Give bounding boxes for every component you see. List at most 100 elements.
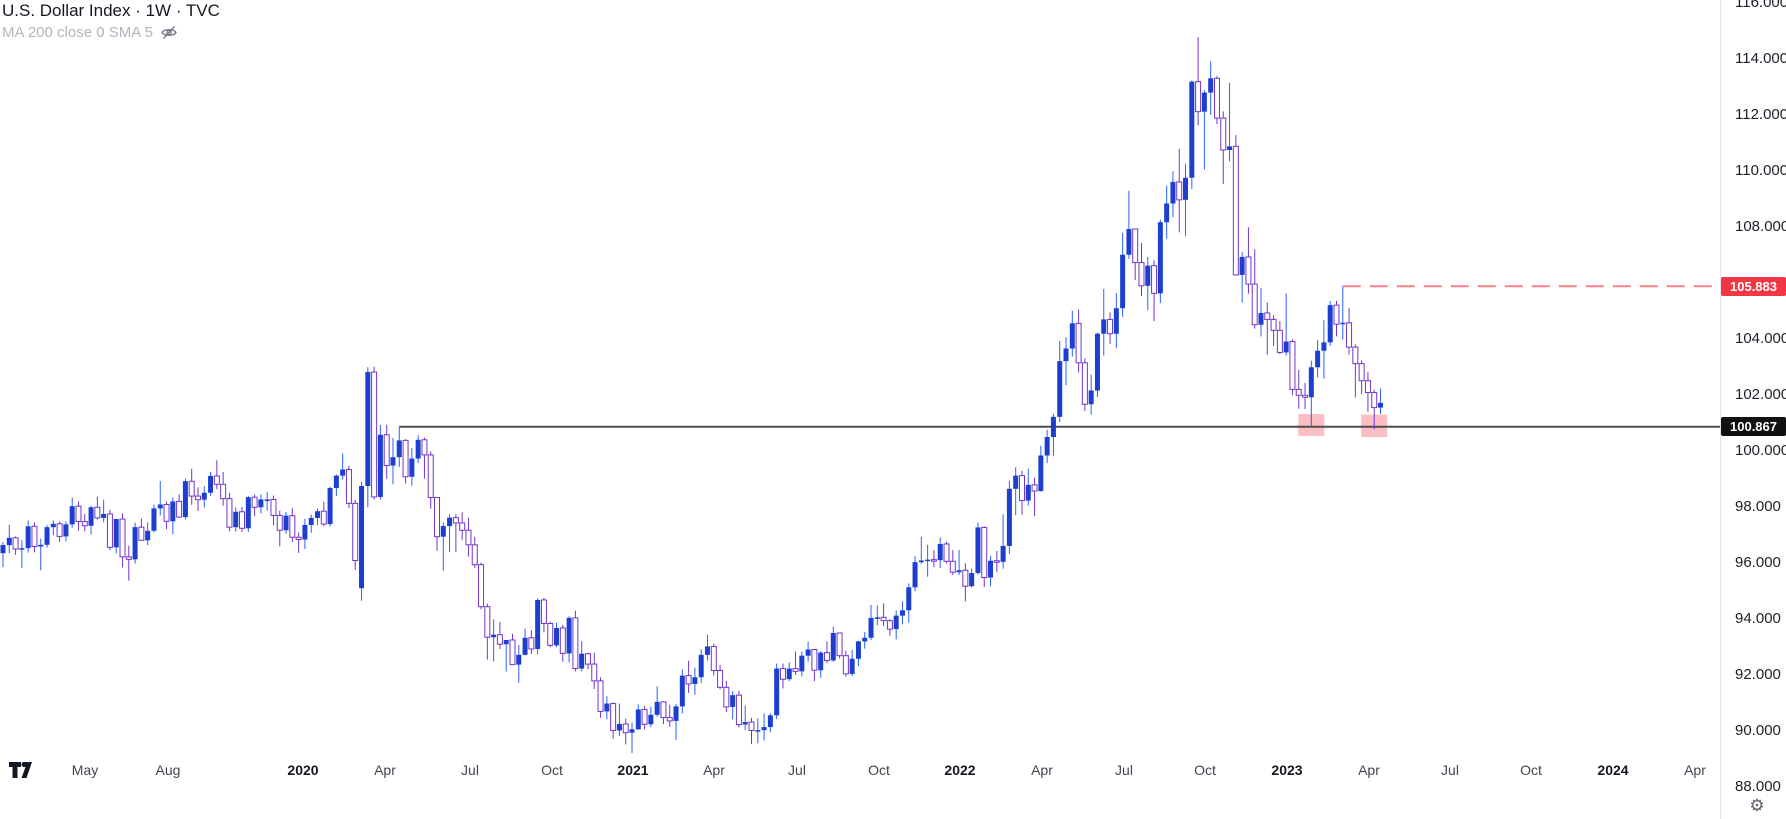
price-tick-label: 98.000 [1735, 498, 1781, 515]
candle-body [308, 517, 314, 525]
candle-body [1157, 222, 1163, 294]
candle-body [535, 599, 541, 649]
candle-body [735, 694, 742, 726]
candle-body [610, 703, 617, 731]
chart-legend: U.S. Dollar Index · 1W · TVC MA 200 clos… [2, 0, 220, 41]
price-tick-label: 92.000 [1735, 666, 1781, 683]
candle-body [660, 701, 667, 719]
eye-slash-icon[interactable] [160, 25, 178, 40]
price-level-badge-black: 100.867 [1721, 417, 1786, 437]
candle-body [1126, 228, 1132, 255]
candle-body [1044, 437, 1050, 456]
price-tick-label: 114.000 [1735, 50, 1786, 67]
candle-body [566, 617, 572, 654]
time-axis-month-label: May [71, 762, 99, 778]
candle-body [19, 548, 25, 550]
indicator-label: MA 200 close 0 SMA 5 [2, 24, 153, 41]
candle-body [371, 371, 378, 498]
candle-body [233, 511, 239, 528]
candle-body [365, 372, 371, 486]
candle-body [56, 523, 63, 537]
indicator-row[interactable]: MA 200 close 0 SMA 5 [2, 24, 220, 41]
candle-body [1050, 416, 1056, 437]
time-axis-month-label: Oct [1520, 762, 1542, 778]
candle-body [484, 606, 491, 638]
candle-body [1101, 319, 1107, 334]
time-axis-month-label: Apr [1684, 762, 1706, 778]
candle-body [1120, 254, 1126, 309]
candle-body [283, 515, 289, 531]
candle-body [213, 475, 220, 485]
candle-body [528, 637, 535, 650]
candle-body [1276, 329, 1283, 353]
candle-body [333, 475, 339, 488]
candle-body [176, 500, 183, 518]
candle-body [1232, 145, 1239, 276]
candle-body [1227, 146, 1233, 150]
time-axis-month-label: Jul [461, 762, 479, 778]
candle-body [1075, 322, 1082, 364]
price-tick-label: 110.000 [1735, 162, 1786, 179]
candle-body [1358, 363, 1365, 382]
candle-body [1132, 228, 1139, 264]
candle-body [1088, 390, 1094, 405]
candle-body [377, 434, 383, 497]
candle-body [730, 695, 736, 707]
candle-body [1289, 341, 1296, 390]
candle-body [1025, 484, 1031, 501]
candle-body [641, 708, 648, 725]
price-scale-separator [1720, 0, 1721, 819]
candle-body [415, 439, 421, 459]
candle-body [421, 439, 428, 456]
candle-body [1000, 545, 1006, 562]
time-axis-month-label: Oct [1194, 762, 1216, 778]
candle-body [572, 617, 579, 670]
candle-body [1220, 117, 1227, 151]
candle-body [930, 559, 937, 562]
candle-body [1340, 322, 1346, 325]
candle-body [981, 526, 988, 579]
time-axis-month-label: Jul [788, 762, 806, 778]
candle-body [1081, 362, 1088, 405]
candle-body [1201, 92, 1207, 112]
candle-body [113, 519, 119, 548]
time-axis-year-label: 2024 [1597, 762, 1629, 778]
candle-body [302, 524, 308, 540]
candle-body [842, 655, 849, 675]
candle-body [270, 498, 277, 516]
candle-body [496, 634, 503, 645]
candle-body [616, 724, 622, 731]
candle-body [1006, 488, 1012, 546]
candle-body [106, 513, 113, 548]
candle-body [226, 498, 233, 528]
candle-body [666, 717, 673, 722]
price-tick-label: 100.000 [1735, 442, 1786, 459]
price-tick-label: 112.000 [1735, 106, 1786, 123]
candle-body [251, 496, 258, 508]
candle-body [868, 617, 874, 638]
candle-body [1333, 304, 1340, 325]
candle-body [774, 668, 780, 716]
candle-body [201, 492, 207, 500]
candle-body [692, 677, 698, 684]
candle-body [698, 654, 704, 678]
candle-body [50, 523, 56, 528]
candle-body [1145, 265, 1151, 286]
candle-body [1378, 402, 1384, 408]
gear-icon[interactable]: ⚙ [1749, 796, 1765, 815]
candle-body [1352, 346, 1359, 365]
candle-body [447, 517, 453, 527]
tradingview-logo[interactable] [9, 762, 37, 780]
time-axis-month-label: Apr [374, 762, 396, 778]
candle-body [69, 506, 75, 525]
candle-body [132, 527, 138, 560]
candle-body [1069, 323, 1075, 349]
candle-body [516, 654, 522, 665]
candle-body [899, 610, 905, 616]
candle-body [471, 544, 478, 566]
candle-body [44, 527, 50, 545]
time-axis-month-label: Apr [703, 762, 725, 778]
candle-body [811, 649, 818, 671]
candle-body [1315, 350, 1321, 368]
